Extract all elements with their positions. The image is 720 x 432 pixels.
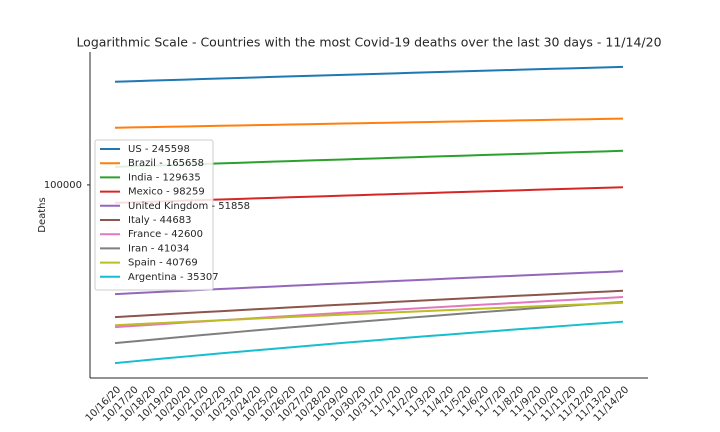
legend-label: US - 245598 xyxy=(128,144,190,155)
series-line xyxy=(114,301,624,327)
series-line xyxy=(114,289,624,319)
legend-label: Spain - 40769 xyxy=(128,258,198,269)
legend-label: Argentina - 35307 xyxy=(128,272,219,283)
series-line xyxy=(114,300,624,345)
legend-label: Iran - 41034 xyxy=(128,243,189,254)
legend-label: India - 129635 xyxy=(128,172,201,183)
legend: US - 245598 Brazil - 165658 India - 129635… xyxy=(94,139,250,291)
y-tick-label: 100000 xyxy=(44,180,82,191)
chart-title: Logarithmic Scale - Countries with the m… xyxy=(76,35,661,50)
legend-label: Brazil - 165658 xyxy=(128,158,204,169)
legend-label: France - 42600 xyxy=(128,229,203,240)
legend-box xyxy=(94,139,214,291)
series-line xyxy=(114,320,624,365)
legend-label: Mexico - 98259 xyxy=(128,187,205,198)
legend-label: Italy - 44683 xyxy=(128,215,191,226)
y-axis-label: Deaths xyxy=(37,197,48,232)
series-line xyxy=(114,117,624,129)
series-line xyxy=(114,65,624,83)
legend-label: United Kingdom - 51858 xyxy=(128,201,250,212)
